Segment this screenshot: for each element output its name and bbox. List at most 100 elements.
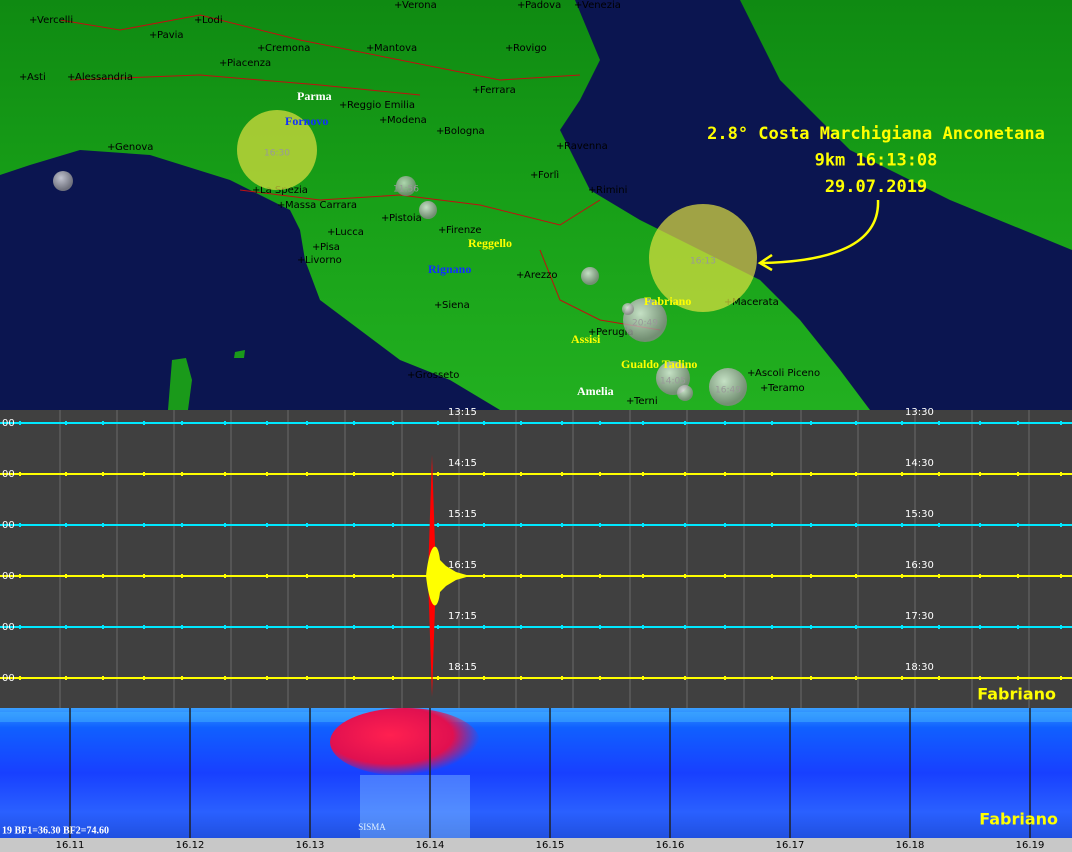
time-label: 16.14	[416, 840, 445, 851]
quake-bubble	[53, 171, 73, 191]
city-label: Mantova	[374, 43, 417, 54]
city-label: Asti	[27, 72, 46, 83]
city-marker: +	[327, 227, 335, 238]
time-label: 16.11	[56, 840, 85, 851]
trace-label: 13:30	[905, 407, 934, 418]
city-marker: +	[194, 15, 202, 26]
city-marker: +	[588, 327, 596, 338]
city-label: Livorno	[305, 255, 342, 266]
trace-label: 17:30	[905, 611, 934, 622]
city-label: Rimini	[596, 185, 627, 196]
city-marker: +	[516, 270, 524, 281]
city-marker: +	[257, 43, 265, 54]
city-label: Grosseto	[415, 370, 459, 381]
trace-label: 14:30	[905, 458, 934, 469]
bubble-label: 14:05	[660, 377, 686, 387]
city-label: Verona	[402, 0, 437, 11]
city-marker: +	[379, 115, 387, 126]
trace-label: 15:30	[905, 509, 934, 520]
city-label: Ravenna	[564, 141, 608, 152]
city-marker: +	[505, 43, 513, 54]
city-marker: +	[394, 0, 402, 11]
quake-bubble	[622, 303, 634, 315]
spectrogram	[0, 708, 1072, 852]
corsica	[168, 358, 192, 410]
city-label: Venezia	[582, 0, 621, 11]
city-label: Perugia	[596, 327, 634, 338]
trace-label: 13:15	[448, 407, 477, 418]
seismogram-panel	[0, 410, 1072, 708]
annotation: 2.8° Costa Marchigiana Anconetana	[707, 124, 1045, 144]
city-label: Siena	[442, 300, 470, 311]
annotation-arrow	[757, 199, 880, 272]
map	[0, 0, 1072, 410]
bubble-label: 11:56	[393, 185, 419, 195]
time-label: 16.12	[176, 840, 205, 851]
city-label: Pisa	[320, 242, 340, 253]
city-marker: +	[438, 225, 446, 236]
trace-label: 18:30	[905, 662, 934, 673]
city-marker: +	[436, 126, 444, 137]
time-label: 16.17	[776, 840, 805, 851]
city-marker: +	[19, 72, 27, 83]
time-label: 16.19	[1016, 840, 1045, 851]
adriatic-sea	[560, 0, 1072, 410]
city-marker: +	[747, 368, 755, 379]
city-label: Rovigo	[513, 43, 547, 54]
station-label: Fabriano	[644, 294, 691, 308]
city-label: Lucca	[335, 227, 364, 238]
annotation: 29.07.2019	[825, 177, 927, 197]
city-marker: +	[149, 30, 157, 41]
city-label: Teramo	[767, 383, 805, 394]
spectrogram-panel	[0, 708, 1072, 838]
city-marker: +	[219, 58, 227, 69]
city-marker: +	[381, 213, 389, 224]
city-label: Terni	[633, 396, 658, 407]
quake-bubble	[677, 385, 693, 401]
time-axis	[0, 838, 1072, 852]
trace-label: 00	[2, 418, 15, 429]
energy-burst	[330, 708, 480, 776]
quake-bubble	[237, 110, 317, 190]
trace-label: 00	[2, 673, 15, 684]
city-label: Padova	[525, 0, 561, 11]
trace-label: 15:15	[448, 509, 477, 520]
quake-bubble	[419, 201, 437, 219]
city-marker: +	[434, 300, 442, 311]
station-name: Fabriano	[977, 685, 1056, 704]
station-label: Reggello	[468, 236, 512, 250]
bubble-label: 16:30	[264, 149, 290, 159]
elba	[234, 350, 245, 358]
city-label: Piacenza	[227, 58, 271, 69]
city-label: Bologna	[444, 126, 485, 137]
city-label: Cremona	[265, 43, 310, 54]
city-marker: +	[760, 383, 768, 394]
trace-label: 00	[2, 622, 15, 633]
event-marker: SISMA	[358, 822, 386, 832]
city-label: La Spezia	[260, 185, 308, 196]
bubble-label: 20:49	[632, 319, 658, 329]
annotation: 9km 16:13:08	[815, 151, 938, 171]
city-marker: +	[626, 396, 634, 407]
city-label: Lodi	[202, 15, 223, 26]
city-label: Reggio Emilia	[347, 100, 415, 111]
city-marker: +	[339, 100, 347, 111]
city-marker: +	[107, 142, 115, 153]
info-label: 19 BF1=36.30 BF2=74.60	[2, 825, 109, 836]
trace-label: 00	[2, 520, 15, 531]
city-label: Ascoli Piceno	[755, 368, 820, 379]
time-label: 16.15	[536, 840, 565, 851]
city-label: Arezzo	[524, 270, 558, 281]
bubble-label: 16:13	[690, 257, 716, 267]
time-label: 16.16	[656, 840, 685, 851]
quake-bubble	[709, 368, 747, 406]
city-marker: +	[67, 72, 75, 83]
city-marker: +	[588, 185, 596, 196]
trace-label: 14:15	[448, 458, 477, 469]
city-label: Modena	[387, 115, 427, 126]
station-label: Parma	[297, 89, 332, 103]
city-label: Pistoia	[389, 213, 422, 224]
station-name: Fabriano	[979, 810, 1058, 829]
city-marker: +	[252, 185, 260, 196]
city-label: Alessandria	[75, 72, 133, 83]
